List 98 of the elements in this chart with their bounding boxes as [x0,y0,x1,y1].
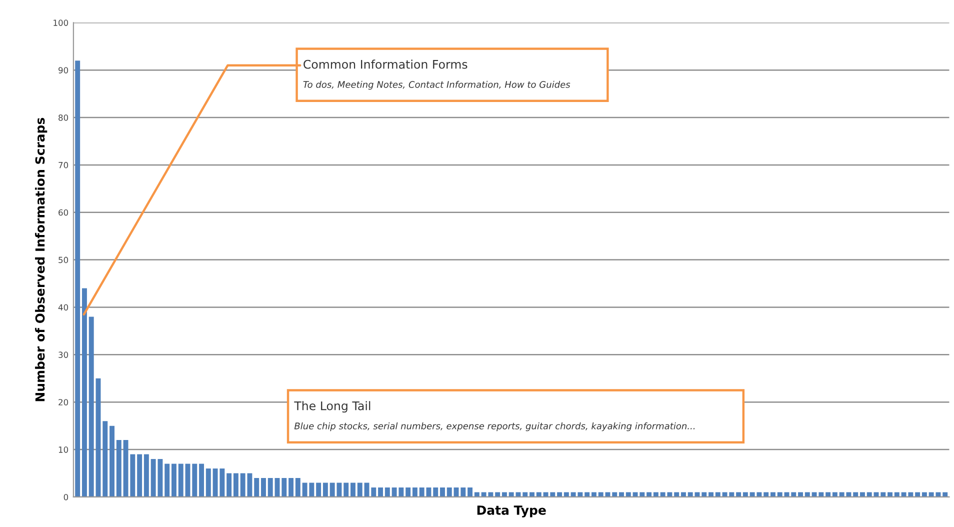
y-tick-label: 100 [54,20,68,26]
bar [764,492,769,497]
x-axis-title: Data Type [477,506,546,518]
bar [144,454,149,497]
annotation: Blue chip stocks, serial numbers, expense reports, guitar chords, kayaking information... [294,422,695,432]
bar [536,492,542,497]
bar [674,492,680,497]
bar [530,492,534,497]
bar [522,492,528,497]
y-tick-label: 30 [58,352,68,358]
bar [350,482,356,497]
y-tick-label: 60 [58,209,68,216]
bar [888,492,892,497]
y-tick-label: 40 [58,304,68,311]
bar [254,478,260,497]
bar [384,487,390,497]
bar [798,492,803,497]
bar [75,60,80,497]
bar [137,454,142,497]
bar [688,492,693,497]
y-tick-label: 20 [58,399,68,406]
bar [446,487,452,497]
y-tick-label: 70 [58,162,68,168]
bar [344,482,349,497]
bar [261,478,266,497]
bar [495,492,500,497]
bar [116,440,122,497]
y-tick-label: 80 [58,114,68,121]
bar [612,492,618,497]
bar [853,492,858,497]
bar [378,487,384,497]
bar [619,492,624,497]
bar [584,492,590,497]
bar [564,492,569,497]
bar [322,482,328,497]
bar [880,492,886,497]
bar [742,492,748,497]
bar [915,492,920,497]
bar [653,492,658,497]
y-tick-label: 50 [58,256,68,264]
bar [172,464,176,497]
bar [288,478,294,497]
y-tick-label: 10 [58,446,68,453]
bar [433,487,438,497]
bar [357,482,362,497]
bar [702,492,707,497]
bar [736,492,742,497]
bar [626,492,631,497]
bar [102,421,108,497]
y-tick-label: 90 [58,67,68,74]
bar [860,492,865,497]
bar [316,482,322,497]
annotation: The Long Tail [294,401,370,413]
annotation: To dos, Meeting Notes, Contact Information, How to Guides [303,80,570,90]
bar [88,316,94,497]
bar [598,492,604,497]
bar [502,492,507,497]
bar [770,492,776,497]
bar [550,492,556,497]
bar [192,464,198,497]
bar [164,464,170,497]
bar [826,492,831,497]
bar [268,478,273,497]
bar [82,288,87,497]
bar [233,473,238,497]
bar [894,492,900,497]
y-tick-label: 0 [64,494,68,500]
bar [406,487,411,497]
bar [791,492,796,497]
bar [508,492,514,497]
bar [440,487,445,497]
bar [412,487,418,497]
bar [282,478,287,497]
bar [777,492,782,497]
annotation: Common Information Forms [304,60,468,69]
bar [922,492,927,497]
bar [804,492,810,497]
bar [110,426,114,497]
bar [371,487,376,497]
bar [178,464,184,497]
bar [708,492,714,497]
bar [942,492,948,497]
bar [199,464,204,497]
bar [295,478,300,497]
bar [226,473,232,497]
bar [680,492,686,497]
bar [460,487,466,497]
bar [866,492,872,497]
bar [206,468,211,497]
bar [591,492,596,497]
bar [715,492,720,497]
bar [474,492,480,497]
bar [96,378,101,497]
bar [468,487,473,497]
bar [832,492,838,497]
y-axis-title: Number of Observed Information Scraps [35,118,48,402]
bar [646,492,652,497]
bar [557,492,562,497]
